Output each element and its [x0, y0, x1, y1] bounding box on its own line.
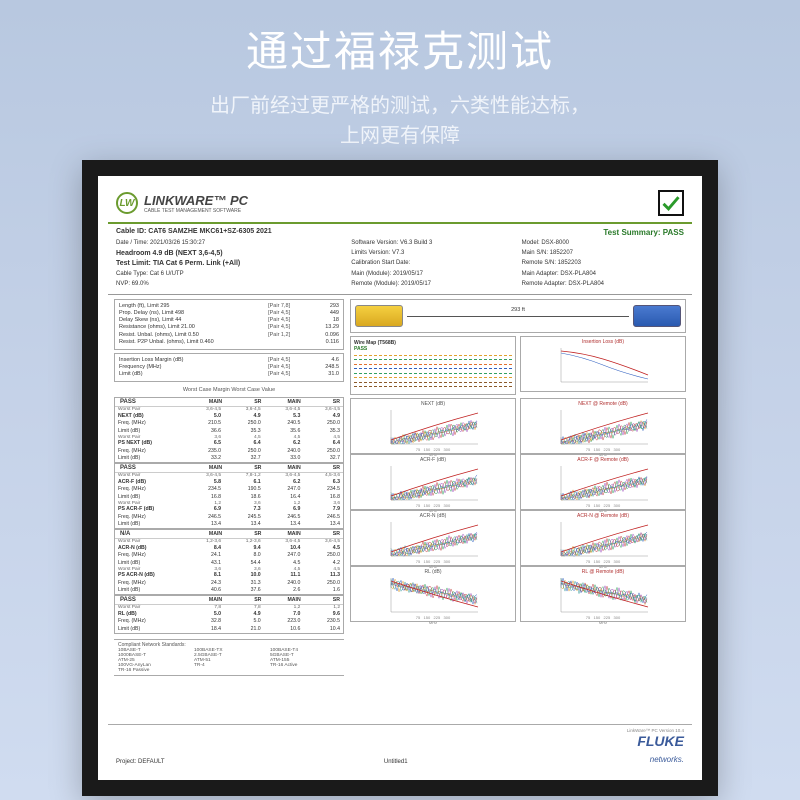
pass-checkmark-icon [658, 190, 684, 216]
measurement-chart: ACR-N (dB)75 150 225 300MHz [350, 510, 516, 566]
result-table: PASSMAINSRMAINSRWorst Pair3,6-4,57,8-1,2… [114, 463, 344, 529]
hero-title: 通过福禄克测试 [0, 0, 800, 79]
hero-subtitle: 出厂前经过更严格的测试，六类性能达标， 上网更有保障 [0, 91, 800, 151]
result-table: PASSMAINSRMAINSRWorst Pair7,87,81,21,2RL… [114, 595, 344, 634]
result-table: PASSMAINSRMAINSRWorst Pair3,6-4,53,6-4,5… [114, 397, 344, 463]
worst-case-header: Worst Case Margin Worst Case Value [114, 387, 344, 393]
report-footer: Project: DEFAULT Untitled1 LinkWare™ PC … [108, 724, 692, 768]
measurement-chart: NEXT (dB)75 150 225 300MHz [350, 398, 516, 454]
measurement-chart: ACR-F @ Remote (dB)75 150 225 300MHz [520, 454, 686, 510]
insertion-loss-block: Insertion Loss Margin (dB)[Pair 4,5]4.6F… [114, 353, 344, 382]
left-column: Length (ft), Limit 295[Pair 7,8]293Prop.… [114, 299, 344, 676]
cable-line [407, 316, 629, 317]
result-table: N/AMAINSRMAINSRWorst Pair1,2-3,61,2-3,63… [114, 529, 344, 595]
linkware-logo-icon: LW [116, 192, 138, 214]
insertion-loss-chart: Insertion Loss (dB) [520, 336, 686, 392]
report-header: LW LINKWARE™ PC CABLE TEST MANAGEMENT SO… [108, 186, 692, 224]
linkware-report: LW LINKWARE™ PC CABLE TEST MANAGEMENT SO… [108, 186, 692, 770]
main-tester-icon [355, 305, 403, 327]
measurement-chart: ACR-N @ Remote (dB)75 150 225 300MHz [520, 510, 686, 566]
compliant-standards: Compliant Network Standards:10BASE-T100B… [114, 639, 344, 676]
report-frame: LW LINKWARE™ PC CABLE TEST MANAGEMENT SO… [82, 160, 718, 796]
software-tagline: CABLE TEST MANAGEMENT SOFTWARE [144, 208, 248, 214]
length-block: Length (ft), Limit 295[Pair 7,8]293Prop.… [114, 299, 344, 350]
test-summary-pass: Test Summary: PASS [522, 228, 684, 238]
measurement-chart: RL @ Remote (dB)75 150 225 300MHz [520, 566, 686, 622]
wiremap-block: Wire Map (T568B) PASS [350, 336, 516, 395]
fluke-logo: FLUKEnetworks. [627, 733, 684, 765]
measurement-chart: ACR-F (dB)75 150 225 300MHz [350, 454, 516, 510]
measurement-chart: NEXT @ Remote (dB)75 150 225 300MHz [520, 398, 686, 454]
right-column: Wire Map (T568B) PASS Insertion Loss (dB… [350, 299, 686, 676]
measurement-chart: RL (dB)75 150 225 300MHz [350, 566, 516, 622]
connection-diagram [350, 299, 686, 333]
remote-tester-icon [633, 305, 681, 327]
metadata-block: Cable ID: CAT6 SAMZHE MKC61+SZ-6305 2021… [108, 224, 692, 295]
software-name: LINKWARE™ PC [144, 193, 248, 208]
